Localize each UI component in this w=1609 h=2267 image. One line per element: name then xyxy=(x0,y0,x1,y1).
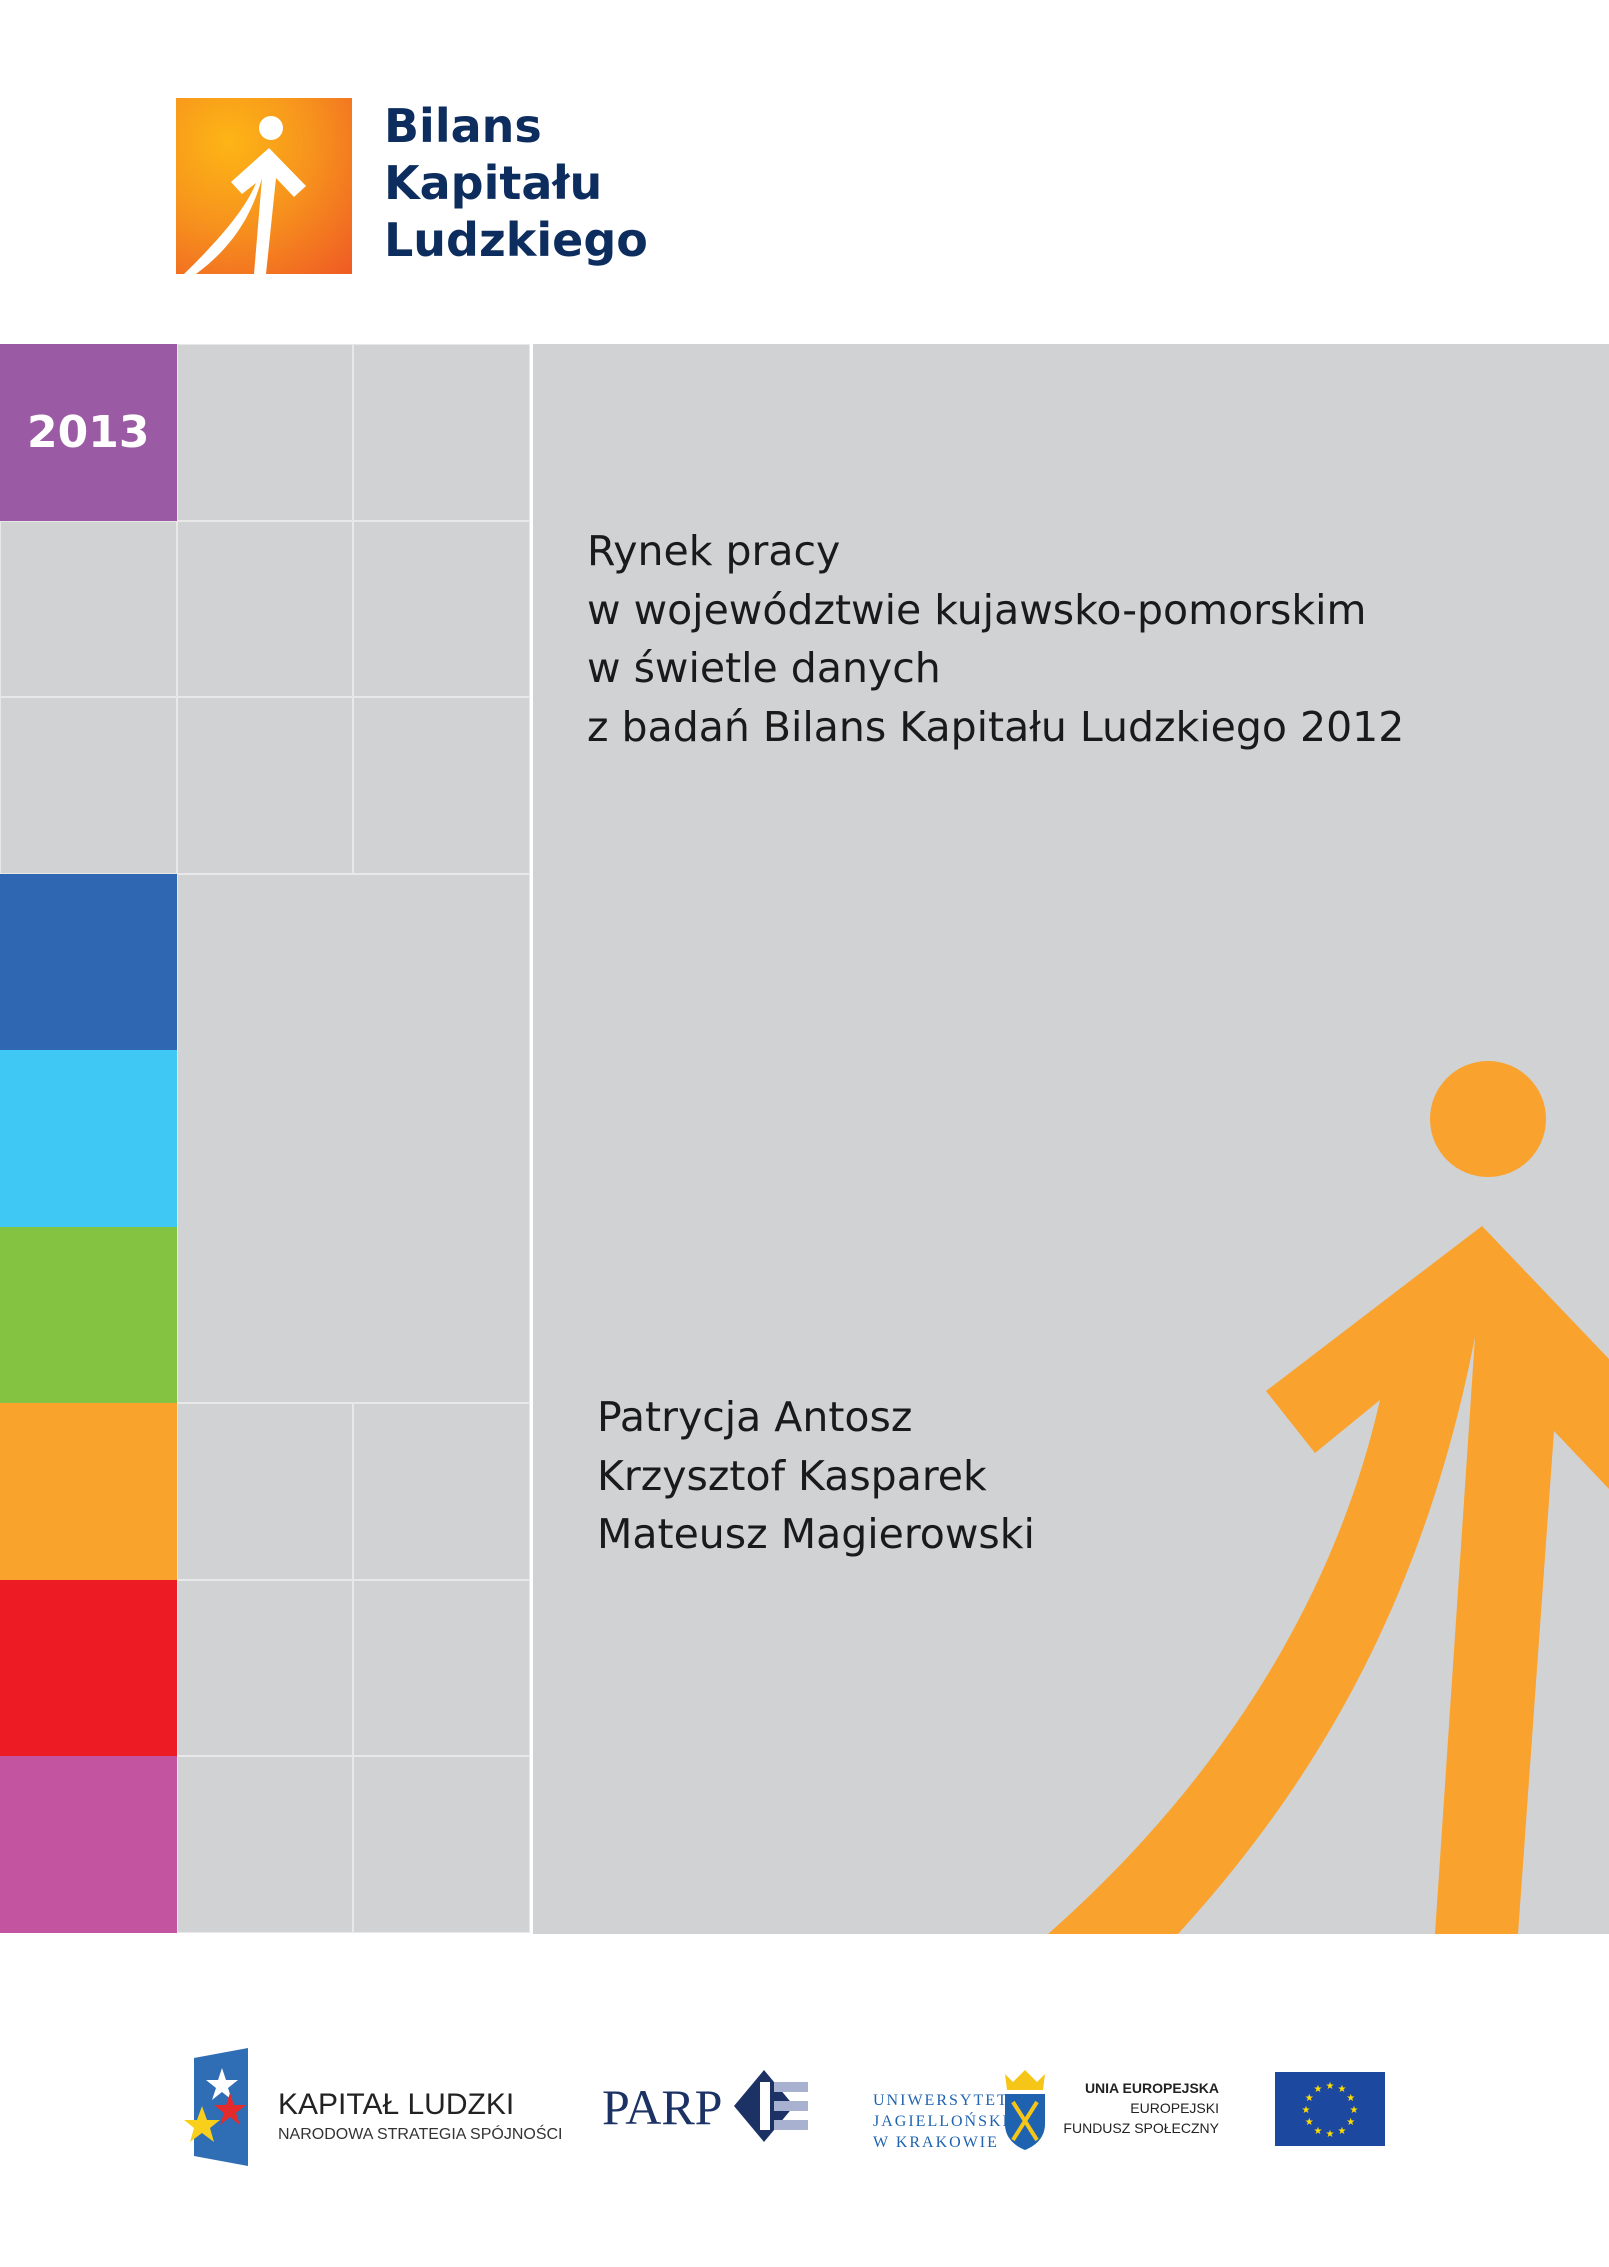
uj-logo: UNIWERSYTET JAGIELLOŃSKI W KRAKOWIE xyxy=(873,2068,1053,2168)
gray-tile xyxy=(176,520,353,697)
person-figure-illustration xyxy=(1048,1061,1609,1934)
eu-star-icon: ★ xyxy=(1338,2084,1347,2095)
eu-text: UNIA EUROPEJSKA EUROPEJSKI FUNDUSZ SPOŁE… xyxy=(1063,2078,1219,2138)
title-line: Rynek pracy xyxy=(587,527,841,575)
color-tile xyxy=(0,1579,177,1756)
author: Mateusz Magierowski xyxy=(597,1510,1035,1558)
eu-star-icon: ★ xyxy=(1346,2093,1355,2104)
color-tile xyxy=(0,1756,177,1933)
uj-line: JAGIELLOŃSKI xyxy=(873,2113,1010,2130)
author: Krzysztof Kasparek xyxy=(597,1451,987,1500)
gray-tile xyxy=(353,344,530,521)
authors: Patrycja Antosz Krzysztof Kasparek Mateu… xyxy=(597,1388,1035,1564)
title-line: z badań Bilans Kapitału Ludzkiego 2012 xyxy=(587,702,1405,751)
gray-tile xyxy=(176,1579,353,1756)
eu-star-icon: ★ xyxy=(1346,2117,1355,2128)
color-tile xyxy=(0,873,177,1050)
gray-tile xyxy=(353,520,530,697)
color-tile xyxy=(0,1050,177,1227)
gray-tile xyxy=(176,1756,353,1933)
gray-tile xyxy=(176,344,353,521)
gray-tile xyxy=(0,520,177,697)
gray-tile xyxy=(176,697,353,874)
eu-star-icon: ★ xyxy=(1302,2105,1311,2116)
kapital-subtitle: NARODOWA STRATEGIA SPÓJNOŚCI xyxy=(278,2126,563,2143)
cover-panel xyxy=(533,344,1609,1934)
logo-line: Kapitału xyxy=(384,156,603,210)
uj-line: UNIWERSYTET xyxy=(873,2092,1009,2109)
title-line: w województwie kujawsko-pomorskim xyxy=(587,585,1367,634)
eu-star-icon: ★ xyxy=(1314,2126,1323,2137)
report-title: Rynek pracy w województwie kujawsko-pomo… xyxy=(587,522,1404,756)
eu-star-icon: ★ xyxy=(1326,2081,1335,2092)
uj-line: W KRAKOWIE xyxy=(873,2134,999,2151)
kapital-title: KAPITAŁ LUDZKI xyxy=(278,2088,515,2121)
uj-text: UNIWERSYTET JAGIELLOŃSKI W KRAKOWIE xyxy=(873,2090,1010,2153)
gray-tile xyxy=(353,697,530,874)
color-tile xyxy=(0,1226,177,1403)
bkl-logo-text: Bilans Kapitału Ludzkiego xyxy=(384,98,648,269)
gray-tile xyxy=(0,697,177,874)
logo-line: Bilans xyxy=(384,99,542,153)
kapital-ludzki-logo: KAPITAŁ LUDZKI NARODOWA STRATEGIA SPÓJNO… xyxy=(180,2048,580,2168)
gray-tile xyxy=(353,1403,530,1580)
eu-line: EUROPEJSKI xyxy=(1130,2100,1219,2116)
eu-star-icon: ★ xyxy=(1305,2093,1314,2104)
parp-mark-icon xyxy=(734,2070,808,2142)
person-arrow-icon xyxy=(184,116,306,274)
logo-line: Ludzkiego xyxy=(384,213,648,267)
color-tile xyxy=(0,1403,177,1580)
eu-star-icon: ★ xyxy=(1314,2084,1323,2095)
eu-flag-icon: ★ ★★★★★★★★★★★ xyxy=(1275,2072,1385,2146)
author: Patrycja Antosz xyxy=(597,1393,913,1441)
year-tile: 2013 xyxy=(0,344,177,521)
gray-tile xyxy=(353,1756,530,1933)
uj-crest-icon xyxy=(1005,2070,1045,2150)
eu-star-icon: ★ xyxy=(1338,2126,1347,2137)
eu-title: UNIA EUROPEJSKA xyxy=(1084,2080,1219,2096)
eu-star-icon: ★ xyxy=(1326,2129,1335,2140)
gray-tile xyxy=(176,1403,353,1580)
gray-tile-large xyxy=(176,873,530,1403)
eu-star-icon: ★ xyxy=(1350,2105,1359,2116)
eu-star-icon: ★ xyxy=(1305,2117,1314,2128)
bkl-logo-mark xyxy=(176,98,352,274)
kapital-ludzki-flag-icon xyxy=(184,2048,248,2166)
parp-text: PARP xyxy=(602,2079,723,2135)
eu-line: FUNDUSZ SPOŁECZNY xyxy=(1063,2120,1219,2136)
title-line: w świetle danych xyxy=(587,644,941,692)
gray-tile xyxy=(353,1579,530,1756)
eu-logo: UNIA EUROPEJSKA EUROPEJSKI FUNDUSZ SPOŁE… xyxy=(1063,2072,1385,2146)
